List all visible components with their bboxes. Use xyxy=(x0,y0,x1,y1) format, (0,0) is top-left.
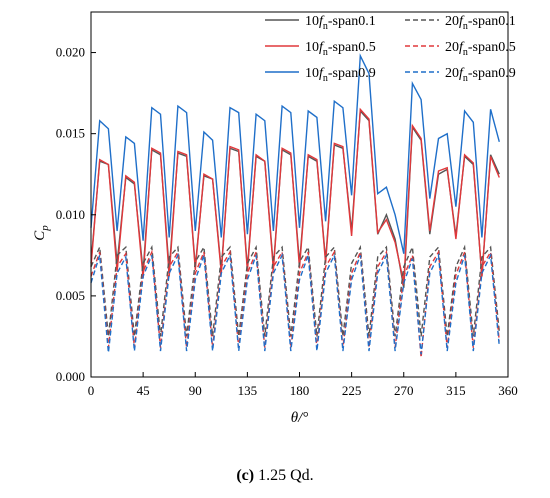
x-axis: 0 45 90 135 180 225 270 315 360 xyxy=(88,372,518,398)
y-tick-label: 0.015 xyxy=(56,126,85,141)
series-line-20fn-span0.9 xyxy=(90,252,500,355)
x-tick-label: 315 xyxy=(446,383,466,398)
caption-label: (c) xyxy=(236,467,255,484)
x-tick-label: 270 xyxy=(394,383,414,398)
x-tick-label: 45 xyxy=(137,383,150,398)
x-tick-label: 225 xyxy=(342,383,362,398)
y-axis-label-sub: p xyxy=(39,225,51,232)
y-axis: 0.000 0.005 0.010 0.015 0.020 xyxy=(56,45,96,384)
legend-label: 20fn-span0.9 xyxy=(445,66,516,84)
caption-text: 1.25 Qd. xyxy=(258,467,314,484)
legend-label: 20fn-span0.5 xyxy=(445,40,516,58)
series-line-10fn-span0.5 xyxy=(90,107,500,284)
series-line-20fn-span0.1 xyxy=(90,244,500,337)
x-axis-label: θ/° xyxy=(291,410,309,426)
series-line-20fn-span0.5 xyxy=(90,249,500,358)
figure-caption: (c) 1.25 Qd. xyxy=(0,467,550,485)
legend-label: 10fn-span0.1 xyxy=(305,14,376,32)
y-tick-label: 0.000 xyxy=(56,369,85,384)
x-tick-label: 360 xyxy=(498,383,518,398)
series-line-10fn-span0.9 xyxy=(90,53,500,254)
y-axis-label-main: C xyxy=(32,230,48,241)
y-axis-label: Cp xyxy=(32,225,51,241)
y-tick-label: 0.010 xyxy=(56,207,85,222)
legend: 10fn-span0.1 20fn-span0.1 10fn-span0.5 20fn… xyxy=(265,14,516,84)
x-tick-label: 90 xyxy=(189,383,202,398)
chart: 0 45 90 135 180 225 270 315 360 0.0000.0050.0100… xyxy=(32,11,518,426)
legend-label: 10fn-span0.5 xyxy=(305,40,376,58)
x-tick-label: 180 xyxy=(290,383,310,398)
legend-label: 10fn-span0.9 xyxy=(305,66,376,84)
y-tick-label: 0.005 xyxy=(56,288,85,303)
legend-label: 20fn-span0.1 xyxy=(445,14,516,32)
x-tick-label: 0 xyxy=(88,383,95,398)
series-lines xyxy=(90,53,500,358)
x-tick-label: 135 xyxy=(238,383,258,398)
y-tick-label: 0.020 xyxy=(56,45,85,60)
